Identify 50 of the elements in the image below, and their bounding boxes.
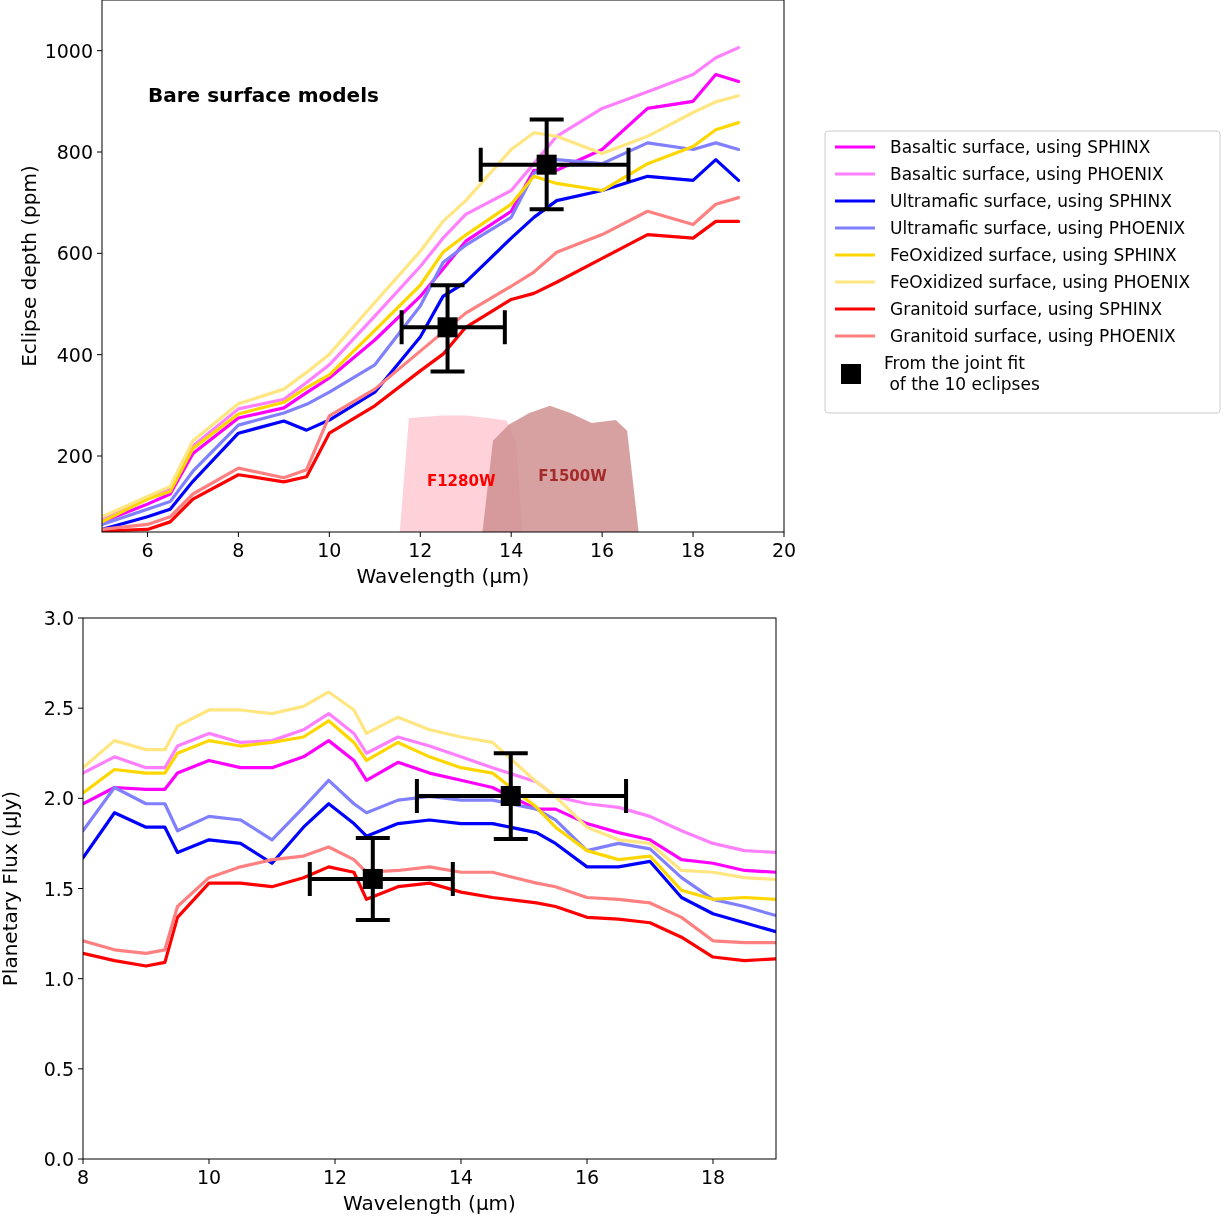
y-tick-label: 2.0 [43,787,74,810]
legend-label: From the joint fit of the 10 eclipses [884,353,1040,394]
y-tick-label: 600 [56,242,93,265]
line-series [83,711,776,855]
x-tick-label: 12 [408,539,433,561]
x-tick-label: 10 [196,1166,222,1188]
x-axis-title: Wavelength (μm) [356,564,530,588]
legend-label: FeOxidized surface, using PHOENIX [890,272,1191,292]
line-series [83,845,776,956]
line-series [83,719,776,901]
line-series [83,778,776,918]
y-tick-label: 800 [56,141,93,163]
y-tick-label: 0.5 [43,1057,74,1080]
x-tick-label: 16 [590,539,615,561]
line-series [83,690,776,882]
legend-label: Granitoid surface, using SPHINX [890,299,1163,319]
x-tick-label: 20 [771,539,797,561]
x-tick-label: 14 [499,539,524,561]
y-tick-label: 0.0 [43,1148,74,1170]
annotation: F1280W [426,472,496,491]
legend-label: FeOxidized surface, using SPHINX [890,245,1178,265]
x-tick-label: 16 [574,1166,600,1188]
annotation: F1500W [538,467,608,486]
legend-label: Granitoid surface, using PHOENIX [890,326,1176,346]
x-axis-title: Wavelength (μm) [343,1191,516,1215]
line-series [83,802,776,934]
y-axis-title: Planetary Flux (μJy) [0,790,22,987]
legend-label: Ultramafic surface, using PHOENIX [890,218,1186,238]
line-series [83,865,776,968]
x-tick-label: 14 [448,1166,474,1188]
line-series [83,739,776,874]
y-tick-label: 2.5 [43,697,74,720]
legend-label: Basaltic surface, using SPHINX [890,137,1151,157]
annotation: Bare surface models [148,83,379,107]
x-tick-label: 12 [322,1166,348,1188]
x-tick-label: 18 [680,539,706,561]
y-tick-label: 1.0 [43,967,74,990]
x-tick-label: 10 [317,539,342,561]
legend-label: Ultramafic surface, using SPHINX [890,191,1173,211]
y-axis-title: Eclipse depth (ppm) [17,165,41,367]
y-tick-label: 1.5 [43,877,74,900]
y-tick-label: 1000 [44,39,93,62]
y-tick-label: 200 [56,445,93,467]
x-tick-label: 8 [232,539,245,561]
x-tick-label: 6 [141,539,154,561]
legend-label: Basaltic surface, using PHOENIX [890,164,1165,184]
x-tick-label: 18 [700,1166,726,1188]
x-tick-label: 8 [76,1166,90,1188]
y-tick-label: 400 [56,343,93,366]
y-tick-label: 3.0 [43,607,74,629]
